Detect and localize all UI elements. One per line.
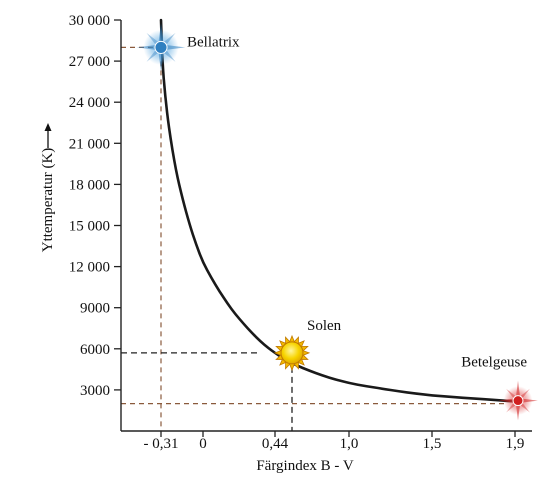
y-tick-label: 21 000 [69, 136, 110, 152]
y-axis-arrow-icon [44, 123, 52, 148]
y-axis: 3000 6000 9000 12 000 15 000 18 000 21 000 24 0… [69, 13, 122, 431]
y-tick-label: 15 000 [69, 219, 110, 235]
x-tick-label: 0,44 [262, 436, 289, 452]
y-axis-title: Yttemperatur (K) [40, 148, 56, 253]
bellatrix-star-icon [136, 23, 186, 72]
betelgeuse-label: Betelgeuse [461, 355, 527, 371]
solen-sun-icon [273, 334, 311, 372]
x-tick-label: 1,0 [340, 436, 359, 452]
x-tick-label: 1,5 [423, 436, 442, 452]
betelgeuse-star-icon [498, 380, 538, 421]
bellatrix-label: Bellatrix [187, 34, 240, 50]
y-tick-label: 27 000 [69, 54, 110, 70]
y-tick-label: 24 000 [69, 95, 110, 111]
stars: Bellatrix Solen Betelgeuse [136, 23, 538, 421]
solen-label: Solen [307, 318, 342, 334]
x-axis-title: Färgindex B - V [256, 458, 354, 474]
temperature-curve [159, 18, 517, 403]
x-ticks: - 0,31 0 0,44 1,0 1,5 1,9 [144, 431, 525, 452]
y-tick-label: 9000 [80, 301, 110, 317]
y-tick-label: 30 000 [69, 13, 110, 29]
x-tick-label: 1,9 [506, 436, 525, 452]
x-axis: - 0,31 0 0,44 1,0 1,5 1,9 [121, 430, 532, 452]
y-tick-label: 18 000 [69, 177, 110, 193]
x-tick-label: - 0,31 [144, 436, 179, 452]
x-tick-label: 0 [199, 436, 207, 452]
y-ticks: 3000 6000 9000 12 000 15 000 18 000 21 000 24 0… [69, 13, 121, 399]
y-tick-label: 3000 [80, 383, 110, 399]
y-tick-label: 6000 [80, 342, 110, 358]
y-tick-label: 12 000 [69, 260, 110, 276]
y-axis-title-group: Yttemperatur (K) [40, 148, 56, 253]
